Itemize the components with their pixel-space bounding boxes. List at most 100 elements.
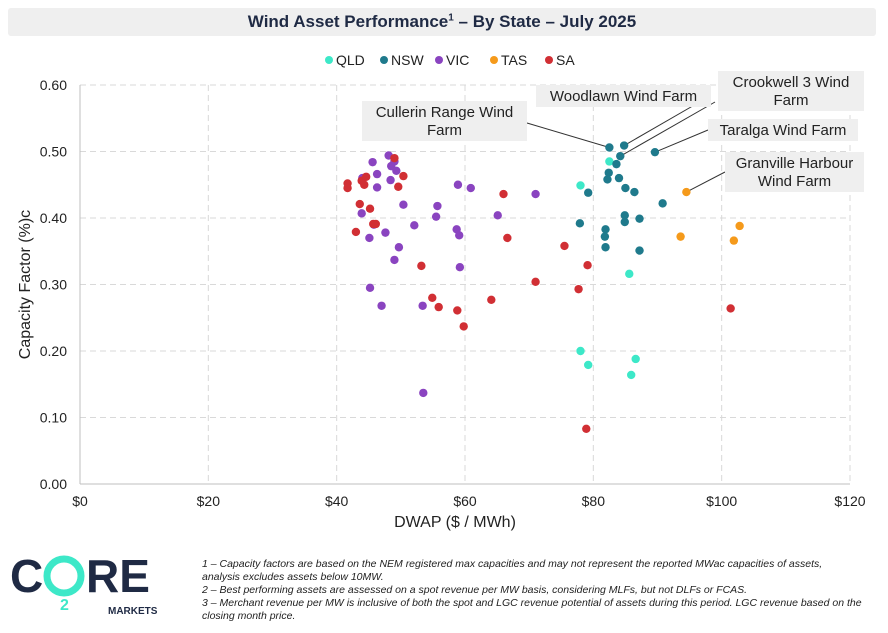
data-point-sa bbox=[343, 183, 352, 193]
data-point-sa bbox=[351, 227, 361, 237]
data-point-nsw bbox=[635, 214, 644, 223]
data-point-qld bbox=[605, 157, 614, 166]
data-point-qld bbox=[576, 346, 585, 356]
data-point-vic bbox=[493, 211, 502, 220]
data-point-vic bbox=[419, 388, 428, 398]
data-point-nsw bbox=[575, 219, 585, 228]
y-tick-label: 0.00 bbox=[40, 476, 67, 492]
legend-marker-qld bbox=[325, 56, 333, 64]
data-point-nsw bbox=[603, 175, 612, 184]
data-point-sa bbox=[726, 304, 735, 313]
data-point-nsw bbox=[604, 168, 613, 177]
y-axis-label: Capacity Factor (%)c bbox=[17, 210, 34, 359]
data-point-sa bbox=[361, 172, 371, 181]
data-point-vic bbox=[455, 231, 464, 240]
y-tick-label: 0.20 bbox=[40, 343, 67, 359]
data-point-vic bbox=[390, 255, 399, 265]
data-point-qld bbox=[631, 354, 640, 364]
data-point-sa bbox=[503, 233, 512, 243]
data-point-nsw bbox=[600, 232, 610, 241]
data-point-sa bbox=[531, 277, 540, 287]
annotation-label: Taralga Wind Farm bbox=[720, 122, 847, 139]
svg-text:RE: RE bbox=[86, 550, 150, 602]
x-axis-label: DWAP ($ / MWh) bbox=[394, 514, 516, 531]
core-logo-mark: C 2 RE MARKETS bbox=[10, 550, 158, 617]
svg-text:2: 2 bbox=[60, 597, 69, 614]
x-tick-label: $40 bbox=[325, 493, 349, 509]
legend-label-sa: SA bbox=[556, 52, 575, 68]
annotation-box bbox=[725, 152, 864, 192]
data-point-nsw bbox=[605, 143, 614, 152]
x-tick-label: $60 bbox=[453, 493, 477, 509]
annotation-label: Woodlawn Wind Farm bbox=[550, 88, 697, 105]
annotation-box bbox=[536, 85, 711, 107]
x-tick-label: $80 bbox=[582, 493, 606, 509]
footnotes: 1 – Capacity factors are based on the NE… bbox=[202, 558, 862, 623]
data-point-sa bbox=[434, 302, 443, 312]
chart-title: Wind Asset Performance1 – By State – Jul… bbox=[247, 12, 637, 31]
scatter-chart: 0.00 0.10 0.20 0.30 0.40 0.50 0.60 $0 $20 $40 $60 $… bbox=[17, 52, 866, 531]
svg-text:MARKETS: MARKETS bbox=[108, 606, 158, 617]
data-point-nsw bbox=[658, 199, 667, 208]
data-point-vic bbox=[418, 301, 427, 310]
data-point-sa bbox=[574, 284, 583, 294]
y-tick-label: 0.40 bbox=[40, 210, 67, 226]
data-point-sa bbox=[583, 261, 592, 270]
data-point-qld bbox=[625, 269, 634, 279]
data-point-sa bbox=[582, 424, 591, 434]
data-point-qld bbox=[626, 370, 636, 380]
data-point-tas bbox=[676, 232, 685, 241]
data-point-sa bbox=[428, 293, 437, 302]
x-tick-label: $0 bbox=[72, 493, 88, 509]
data-point-sa bbox=[487, 295, 496, 304]
data-point-vic bbox=[386, 175, 395, 185]
chart-title-bar: Wind Asset Performance1 – By State – Jul… bbox=[8, 8, 876, 36]
annotation-leader bbox=[526, 122, 610, 148]
data-point-nsw bbox=[612, 159, 621, 169]
data-point-vic bbox=[381, 228, 390, 237]
y-tick-label: 0.10 bbox=[40, 410, 67, 426]
data-point-nsw bbox=[650, 147, 660, 157]
data-point-sa bbox=[394, 182, 403, 191]
data-point-qld bbox=[584, 360, 593, 370]
x-tick-label: $20 bbox=[197, 493, 221, 509]
data-point-nsw bbox=[601, 225, 610, 234]
data-point-vic bbox=[466, 183, 475, 193]
data-point-vic bbox=[455, 263, 465, 272]
legend-label-tas: TAS bbox=[501, 52, 527, 68]
data-point-nsw bbox=[584, 188, 593, 197]
legend-marker-vic bbox=[435, 56, 443, 64]
y-tick-label: 0.60 bbox=[40, 77, 67, 93]
annotation-leader bbox=[686, 171, 726, 193]
data-point-nsw bbox=[620, 217, 629, 227]
x-tick-label: $100 bbox=[706, 493, 737, 509]
x-tick-label: $120 bbox=[834, 493, 865, 509]
data-point-sa bbox=[453, 306, 462, 315]
y-tick-label: 0.30 bbox=[40, 277, 67, 293]
annotation-label: Cullerin Range Wind bbox=[376, 104, 514, 121]
data-point-vic bbox=[433, 201, 442, 211]
annotation-label: Granville Harbour bbox=[736, 155, 854, 172]
annotation-box bbox=[362, 101, 527, 141]
data-point-nsw bbox=[619, 141, 629, 150]
annotation-label: Wind Farm bbox=[758, 173, 831, 190]
y-tick-label: 0.50 bbox=[40, 144, 67, 160]
data-point-sa bbox=[355, 199, 364, 209]
data-point-vic bbox=[399, 200, 408, 209]
data-point-nsw bbox=[616, 151, 625, 161]
data-point-vic bbox=[453, 180, 463, 189]
footnote-1: 1 – Capacity factors are based on the NE… bbox=[202, 558, 823, 583]
legend-label-qld: QLD bbox=[336, 52, 365, 68]
data-point-vic bbox=[368, 157, 377, 167]
data-point-nsw bbox=[620, 211, 629, 220]
annotation-box bbox=[718, 71, 864, 111]
legend-marker-nsw bbox=[380, 56, 388, 64]
data-point-vic bbox=[365, 283, 375, 293]
data-point-vic bbox=[410, 221, 419, 230]
data-point-vic bbox=[365, 233, 374, 243]
data-point-vic bbox=[377, 301, 386, 310]
data-point-vic bbox=[357, 209, 366, 218]
data-point-nsw bbox=[630, 187, 639, 197]
data-point-tas bbox=[735, 221, 744, 231]
data-point-nsw bbox=[614, 173, 624, 183]
